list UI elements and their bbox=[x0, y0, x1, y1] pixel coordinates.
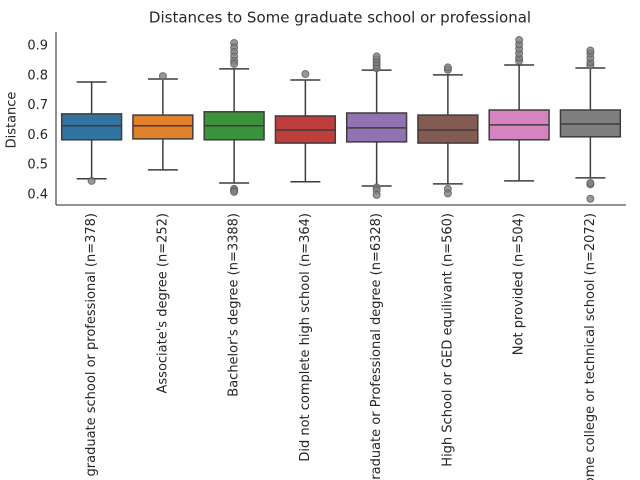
outlier bbox=[443, 189, 452, 198]
x-tick-label: Associate's degree (n=252) bbox=[155, 213, 170, 393]
outlier bbox=[586, 46, 595, 55]
outlier bbox=[158, 72, 167, 81]
y-tick-label: 0.4 bbox=[27, 187, 48, 202]
x-tick-label: Not provided (n=504) bbox=[512, 213, 527, 355]
outlier bbox=[301, 69, 310, 78]
outlier bbox=[230, 187, 239, 196]
chart-title: Distances to Some graduate school or pro… bbox=[149, 9, 531, 27]
x-tick-label: Bachelor's degree (n=3388) bbox=[227, 213, 242, 397]
x-tick-label: Graduate or Professional degree (n=6328) bbox=[369, 213, 384, 480]
outlier bbox=[372, 52, 381, 61]
y-tick-label: 0.7 bbox=[27, 98, 48, 113]
outlier bbox=[372, 190, 381, 199]
y-tick-label: 0.9 bbox=[27, 38, 48, 53]
y-tick-label: 0.6 bbox=[27, 128, 48, 143]
outlier bbox=[87, 176, 96, 185]
box bbox=[132, 114, 194, 140]
y-tick-label: 0.5 bbox=[27, 158, 48, 173]
box bbox=[60, 113, 123, 141]
y-axis-label: Distance bbox=[5, 92, 20, 149]
x-tick-label: Did not complete high school (n=364) bbox=[298, 213, 313, 462]
outlier bbox=[230, 59, 239, 68]
x-tick-label: Some graduate school or professional (n=… bbox=[84, 213, 99, 480]
outlier bbox=[586, 178, 595, 187]
x-tick-label: High School or GED equilivant (n=560) bbox=[440, 213, 455, 467]
outlier bbox=[586, 194, 595, 203]
x-tick-label: Some college or technical school (n=2072… bbox=[583, 213, 598, 480]
outlier bbox=[443, 63, 452, 72]
outlier bbox=[515, 36, 524, 45]
y-tick-label: 0.8 bbox=[27, 68, 48, 83]
box bbox=[417, 114, 479, 144]
